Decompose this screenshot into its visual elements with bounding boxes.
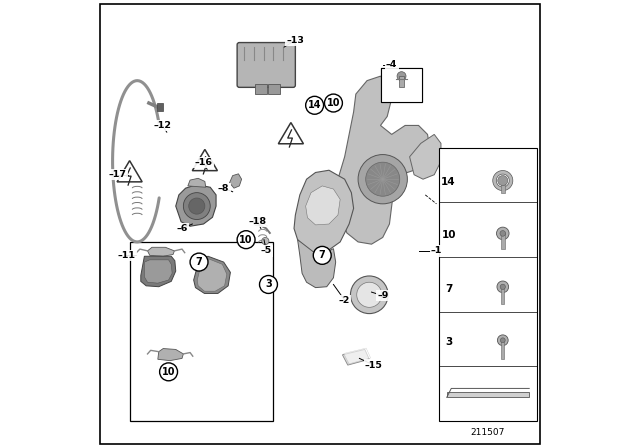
Circle shape: [397, 72, 406, 81]
Polygon shape: [306, 186, 340, 225]
Bar: [501, 287, 504, 304]
Text: 10: 10: [239, 235, 253, 245]
Polygon shape: [342, 349, 369, 365]
Polygon shape: [410, 134, 441, 179]
Polygon shape: [338, 76, 430, 244]
Text: –12: –12: [154, 121, 172, 130]
Circle shape: [365, 162, 400, 196]
Text: 7: 7: [445, 284, 452, 293]
Text: 14: 14: [441, 177, 456, 187]
Text: 10: 10: [326, 98, 340, 108]
Bar: [157, 103, 163, 111]
Circle shape: [253, 218, 261, 226]
FancyBboxPatch shape: [381, 68, 422, 102]
Text: –6: –6: [177, 224, 188, 233]
Wedge shape: [493, 171, 513, 190]
Polygon shape: [158, 349, 184, 361]
Text: 211507: 211507: [471, 428, 505, 437]
Circle shape: [314, 246, 332, 264]
Text: 10: 10: [162, 367, 175, 377]
Polygon shape: [197, 259, 227, 291]
Polygon shape: [141, 256, 176, 287]
Text: 7: 7: [319, 250, 326, 260]
Bar: [130, 242, 273, 421]
Circle shape: [358, 155, 408, 204]
Text: –5: –5: [260, 246, 272, 255]
Text: –2: –2: [339, 296, 350, 305]
Circle shape: [237, 231, 255, 249]
Polygon shape: [176, 185, 216, 226]
Bar: [501, 233, 504, 249]
Polygon shape: [148, 247, 174, 256]
Text: –11: –11: [118, 251, 136, 260]
Polygon shape: [230, 174, 242, 188]
Circle shape: [497, 227, 509, 240]
Polygon shape: [344, 348, 371, 364]
Circle shape: [190, 253, 208, 271]
FancyBboxPatch shape: [381, 68, 422, 102]
FancyBboxPatch shape: [268, 84, 280, 94]
Polygon shape: [145, 260, 172, 283]
Circle shape: [184, 193, 210, 220]
Text: –1: –1: [431, 246, 442, 255]
Circle shape: [351, 276, 388, 314]
Text: –16: –16: [195, 158, 212, 167]
Text: 14: 14: [308, 100, 321, 110]
Circle shape: [324, 94, 342, 112]
Circle shape: [260, 276, 278, 293]
Circle shape: [498, 176, 508, 185]
Text: 10: 10: [442, 230, 456, 240]
Circle shape: [500, 231, 506, 236]
Polygon shape: [447, 392, 529, 397]
FancyBboxPatch shape: [237, 43, 296, 87]
Circle shape: [497, 335, 508, 346]
Circle shape: [500, 284, 506, 289]
Bar: [439, 148, 538, 421]
Circle shape: [500, 338, 505, 343]
Text: –9: –9: [377, 291, 388, 300]
Text: 3: 3: [445, 337, 452, 347]
Polygon shape: [188, 178, 206, 187]
Text: –17: –17: [109, 170, 127, 179]
Circle shape: [189, 198, 205, 214]
Polygon shape: [298, 240, 336, 288]
Text: –8: –8: [218, 184, 229, 193]
Polygon shape: [194, 256, 230, 293]
Bar: [500, 182, 505, 193]
Circle shape: [306, 96, 324, 114]
Text: –4: –4: [386, 60, 397, 69]
Text: –13: –13: [287, 36, 304, 45]
Polygon shape: [294, 170, 353, 253]
Circle shape: [356, 282, 382, 307]
Text: 3: 3: [265, 280, 272, 289]
Text: –15: –15: [365, 361, 383, 370]
Circle shape: [262, 237, 269, 245]
Circle shape: [159, 363, 177, 381]
Bar: [399, 76, 404, 87]
Text: 7: 7: [196, 257, 202, 267]
FancyBboxPatch shape: [255, 84, 267, 94]
Circle shape: [497, 281, 509, 293]
Bar: [501, 340, 504, 359]
Text: –18: –18: [248, 217, 266, 226]
